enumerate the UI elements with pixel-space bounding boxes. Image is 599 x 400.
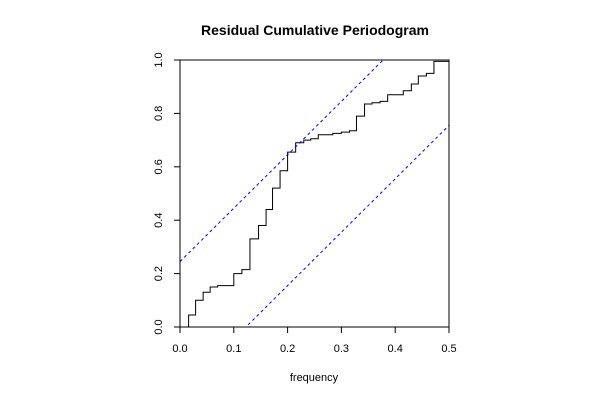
y-tick-label: 0.2: [153, 266, 165, 281]
x-tick-label: 0.4: [388, 343, 403, 355]
periodogram-step-line: [180, 60, 449, 327]
x-tick-label: 0.2: [280, 343, 295, 355]
y-tick-label: 0.8: [153, 106, 165, 121]
confidence-bound-line-2: [245, 125, 449, 327]
x-tick-label: 0.1: [226, 343, 241, 355]
x-tick-label: 0.0: [172, 343, 187, 355]
plot-frame: [179, 59, 450, 328]
series-layer: [180, 60, 449, 327]
y-tick-label: 0.0: [153, 319, 165, 334]
x-axis: 0.0 0.1 0.2 0.3 0.4 0.5: [172, 327, 457, 355]
y-tick-label: 0.4: [153, 213, 165, 228]
x-axis-label: frequency: [290, 372, 339, 384]
x-tick-label: 0.3: [334, 343, 349, 355]
y-tick-label: 0.6: [153, 159, 165, 174]
chart-title: Residual Cumulative Periodogram: [201, 22, 429, 38]
y-axis: 0.0 0.2 0.4 0.6 0.8 1.0: [153, 52, 180, 335]
x-tick-label: 0.5: [441, 343, 456, 355]
y-tick-label: 1.0: [153, 52, 165, 67]
confidence-bound-line-1: [180, 60, 384, 262]
